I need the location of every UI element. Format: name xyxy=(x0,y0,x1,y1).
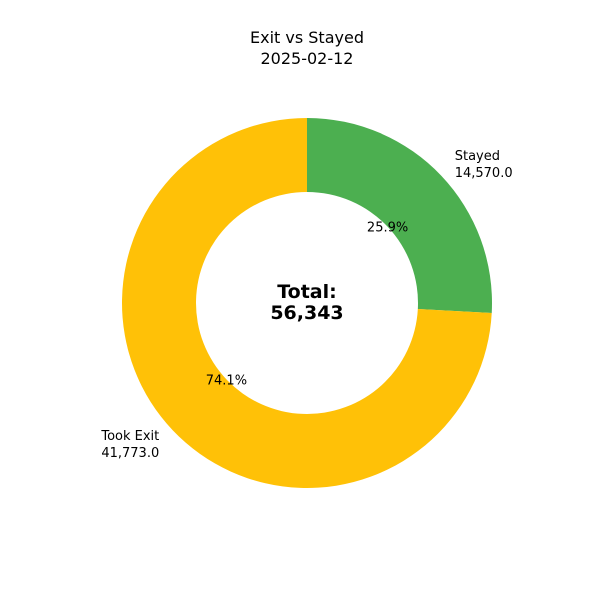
percent-label: 25.9% xyxy=(367,221,408,236)
slice-took-exit xyxy=(121,118,492,488)
slice-name-label: Stayed xyxy=(455,149,500,164)
chart-subtitle: 2025-02-12 xyxy=(261,49,354,68)
chart-title: Exit vs Stayed xyxy=(250,28,364,47)
slice-name-label: Took Exit xyxy=(100,429,159,444)
slice-value-label: 14,570.0 xyxy=(455,166,513,181)
donut-slices xyxy=(121,118,492,488)
percent-label: 74.1% xyxy=(206,373,247,388)
center-total-value: 56,343 xyxy=(270,302,343,324)
slice-value-label: 41,773.0 xyxy=(101,446,159,461)
center-total-label: Total: xyxy=(277,281,337,303)
slice-labels: 25.9% Stayed 14,570.0 74.1% Took Exit 41,773.… xyxy=(100,149,512,461)
slice-stayed xyxy=(307,118,492,313)
